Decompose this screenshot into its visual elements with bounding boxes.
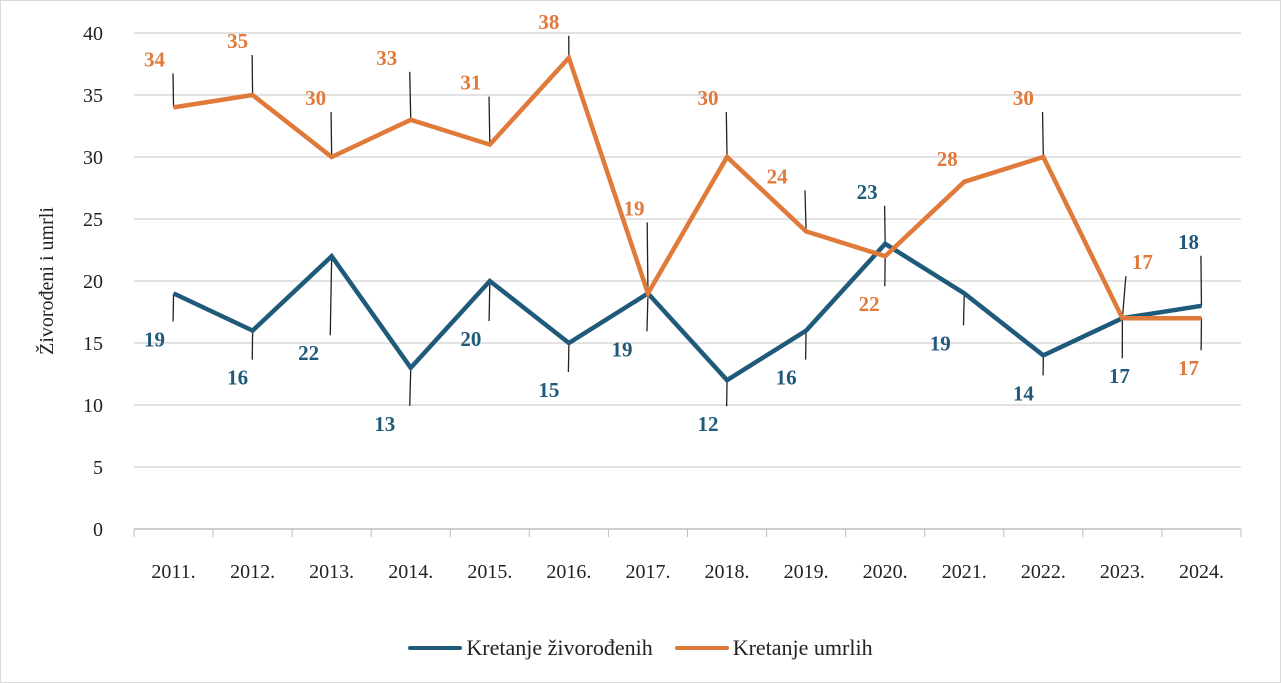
data-label: 16 <box>776 366 797 390</box>
data-label: 35 <box>227 29 248 53</box>
y-tick-label: 35 <box>83 85 103 107</box>
data-label: 17 <box>1109 364 1130 388</box>
data-label: 19 <box>623 196 644 220</box>
line-chart: Živorođeni i umrli 0 5 10 15 20 25 30 35 40 2011… <box>35 10 1242 583</box>
y-tick-label: 15 <box>83 333 103 355</box>
data-label: 20 <box>460 327 481 351</box>
leader-line <box>330 111 333 158</box>
x-tick-label: 2017. <box>625 561 670 583</box>
x-tick-label: 2015. <box>467 561 512 583</box>
data-label: 19 <box>930 331 951 355</box>
leader-line <box>409 367 412 406</box>
leader-line <box>962 293 965 326</box>
series-line-zivorodeni <box>172 240 1202 384</box>
leader-line <box>804 330 807 360</box>
data-label: 31 <box>460 71 481 95</box>
x-tick-label: 2019. <box>784 561 829 583</box>
x-tick-label: 2016. <box>546 561 591 583</box>
leader-line <box>646 222 649 294</box>
leader-line <box>1041 111 1044 158</box>
leader-line <box>725 111 728 158</box>
leader-line <box>488 96 491 145</box>
x-tick-label: 2018. <box>705 561 750 583</box>
data-label: 18 <box>1178 230 1199 254</box>
y-tick-label: 30 <box>83 147 103 169</box>
data-label: 30 <box>1013 86 1034 110</box>
y-tick-label: 20 <box>83 271 103 293</box>
leader-line <box>329 256 333 336</box>
data-label: 12 <box>698 412 719 436</box>
x-tick-label: 2012. <box>230 561 275 583</box>
legend-label-zivorodeni: Kretanje živorođenih <box>466 635 653 660</box>
leader-line <box>172 73 175 108</box>
data-label: 23 <box>857 180 878 204</box>
data-label: 38 <box>538 10 559 34</box>
data-label: 15 <box>538 378 559 402</box>
x-tick-label: 2014. <box>388 561 433 583</box>
y-tick-label: 5 <box>93 457 103 479</box>
data-label: 16 <box>227 366 248 390</box>
data-label: 14 <box>1013 381 1035 405</box>
data-label: 17 <box>1132 250 1153 274</box>
x-tick-label: 2011. <box>151 561 195 583</box>
leader-line <box>804 190 807 232</box>
series-line-umrli <box>173 53 1202 321</box>
y-tick-label: 10 <box>83 395 103 417</box>
y-tick-label: 0 <box>93 519 103 541</box>
data-label: 13 <box>374 412 395 436</box>
y-tick-label: 25 <box>83 209 103 231</box>
data-label: 34 <box>144 47 166 71</box>
x-tick-label: 2020. <box>863 561 908 583</box>
data-label: 19 <box>144 327 165 351</box>
y-tick-label: 40 <box>83 23 103 45</box>
data-label: 22 <box>859 292 880 316</box>
data-label: 22 <box>298 341 319 365</box>
x-tick-label: 2024. <box>1179 561 1224 583</box>
data-label: 33 <box>376 46 397 70</box>
x-tick-label: 2013. <box>309 561 354 583</box>
leader-line <box>567 342 570 373</box>
legend-label-umrli: Kretanje umrlih <box>732 635 873 660</box>
x-tick-label: 2021. <box>942 561 987 583</box>
y-axis-label: Živorođeni i umrli <box>35 207 58 355</box>
data-label: 28 <box>937 147 958 171</box>
legend: Kretanje živorođenih Kretanje umrlih <box>1 635 1280 661</box>
data-label: 19 <box>611 337 632 361</box>
legend-item-umrli: Kretanje umrlih <box>674 635 873 661</box>
data-label: 17 <box>1178 356 1199 380</box>
x-tick-label: 2023. <box>1100 561 1145 583</box>
leader-line <box>1121 276 1127 319</box>
leader-line <box>1200 255 1203 306</box>
leader-line <box>883 205 886 244</box>
leader-line <box>646 293 649 332</box>
x-tick-label: 2022. <box>1021 561 1066 583</box>
leader-line <box>488 280 491 322</box>
data-label: 30 <box>698 86 719 110</box>
legend-swatch-zivorodeni <box>408 646 463 650</box>
legend-swatch-umrli <box>674 646 729 650</box>
leader-line <box>409 71 412 120</box>
data-label: 24 <box>767 164 789 188</box>
data-label: 30 <box>305 86 326 110</box>
legend-item-zivorodeni: Kretanje živorođenih <box>408 635 653 661</box>
